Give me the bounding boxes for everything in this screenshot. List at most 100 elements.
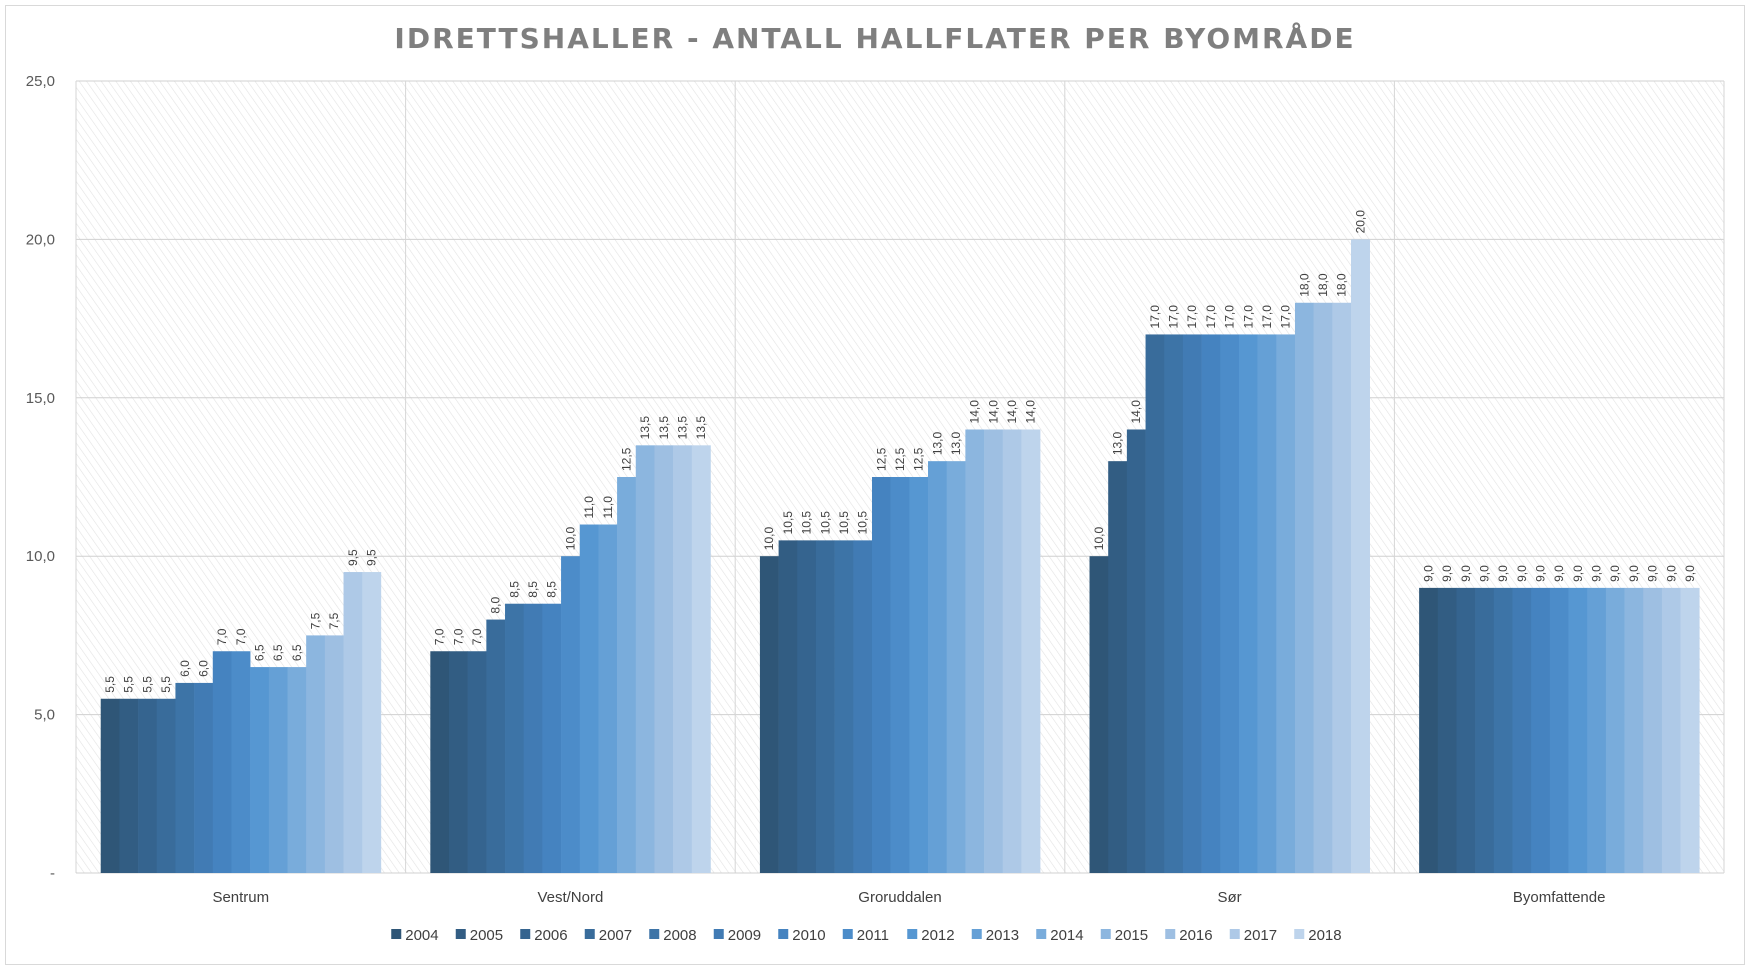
data-label: 6,5	[271, 644, 285, 661]
data-label: 14,0	[1005, 400, 1019, 424]
data-label: 9,0	[1627, 565, 1641, 582]
legend-swatch	[455, 929, 466, 939]
data-label: 7,0	[215, 628, 229, 645]
data-label: 10,5	[800, 511, 814, 535]
data-label: 7,0	[433, 628, 447, 645]
bar	[1164, 334, 1184, 873]
bar	[324, 635, 344, 873]
data-label: 9,0	[1534, 565, 1548, 582]
legend-label: 2005	[470, 927, 503, 944]
data-label: 14,0	[968, 400, 982, 424]
data-label: 5,5	[103, 676, 117, 693]
data-label: 10,0	[563, 527, 577, 551]
legend-label: 2012	[921, 927, 954, 944]
data-label: 6,5	[252, 644, 266, 661]
bar	[505, 603, 525, 873]
data-label: 5,5	[140, 676, 154, 693]
bar	[1294, 302, 1314, 873]
data-label: 20,0	[1353, 210, 1367, 234]
bar	[1351, 239, 1370, 873]
legend-label: 2006	[534, 927, 567, 944]
bar	[343, 572, 363, 873]
bar	[654, 445, 674, 873]
data-label: 13,5	[675, 416, 689, 440]
bar	[1587, 587, 1607, 873]
legend-label: 2017	[1244, 927, 1277, 944]
data-label: 7,5	[327, 612, 341, 629]
bar	[965, 429, 985, 873]
legend-label: 2014	[1050, 927, 1083, 944]
data-label: 9,0	[1608, 565, 1622, 582]
bar	[778, 540, 798, 873]
data-label: 11,0	[582, 496, 596, 519]
bar	[928, 461, 947, 873]
data-label: 9,0	[1590, 565, 1604, 582]
data-label: 17,0	[1260, 305, 1274, 329]
bar	[598, 524, 618, 873]
data-label: 13,5	[657, 416, 671, 440]
bar	[1238, 334, 1258, 873]
bar	[561, 556, 581, 873]
data-label: 9,0	[1664, 565, 1678, 582]
legend-swatch	[778, 929, 789, 939]
data-label: 9,0	[1477, 565, 1491, 582]
y-tick-label: 15,0	[26, 390, 55, 407]
bar	[1257, 334, 1277, 873]
data-label: 9,0	[1496, 565, 1510, 582]
chart-title: IDRETTSHALLER - ANTALL HALLFLATER PER BY…	[394, 21, 1355, 55]
bar	[1108, 461, 1128, 873]
bar	[1456, 587, 1476, 873]
legend-swatch	[584, 929, 595, 939]
bar	[759, 556, 779, 873]
data-label: 14,0	[986, 400, 1000, 424]
data-label: 7,0	[451, 628, 465, 645]
bar	[1201, 334, 1221, 873]
data-label: 9,0	[1421, 565, 1435, 582]
x-axis: Sentrum Vest/Nord Groruddalen Sør Byomfatten…	[212, 889, 1605, 906]
legend-swatch	[649, 929, 660, 939]
bar	[635, 445, 655, 873]
bar	[1021, 429, 1041, 873]
data-label: 5,5	[159, 676, 173, 693]
data-label: 17,0	[1148, 305, 1162, 329]
legend-swatch	[520, 929, 531, 939]
data-label: 9,0	[1571, 565, 1585, 582]
data-label: 10,0	[1092, 527, 1106, 551]
bar	[1182, 334, 1202, 873]
bar	[1313, 302, 1333, 873]
data-label: 9,0	[1646, 565, 1660, 582]
legend-label: 2009	[728, 927, 761, 944]
x-category-label: Sør	[1218, 889, 1242, 906]
bar	[486, 619, 506, 873]
data-label: 12,5	[893, 447, 907, 471]
bar	[156, 698, 176, 873]
bar	[212, 651, 232, 873]
bar	[1531, 587, 1551, 873]
bar	[231, 651, 251, 873]
data-label: 10,5	[856, 511, 870, 535]
x-category-label: Sentrum	[212, 889, 269, 906]
bar	[1549, 587, 1569, 873]
bar	[100, 698, 120, 873]
data-label: 13,0	[930, 431, 944, 455]
y-tick-label: 20,0	[26, 231, 55, 248]
bar	[797, 540, 817, 873]
legend-swatch	[1036, 929, 1047, 939]
data-label: 12,5	[912, 447, 926, 471]
legend-swatch	[1100, 929, 1111, 939]
bar	[306, 635, 326, 873]
legend-swatch	[1229, 929, 1240, 939]
data-label: 6,0	[178, 660, 192, 677]
x-category-label: Byomfattende	[1513, 889, 1606, 906]
legend-swatch	[971, 929, 982, 939]
bar	[1126, 429, 1146, 873]
legend-label: 2007	[599, 927, 632, 944]
data-label: 12,5	[619, 447, 633, 471]
data-label: 13,5	[694, 416, 708, 440]
legend-label: 2010	[792, 927, 825, 944]
data-label: 17,0	[1241, 305, 1255, 329]
legend-swatch	[713, 929, 724, 939]
x-category-label: Groruddalen	[858, 889, 941, 906]
bar	[1419, 587, 1439, 873]
y-tick-label: 10,0	[26, 548, 55, 565]
